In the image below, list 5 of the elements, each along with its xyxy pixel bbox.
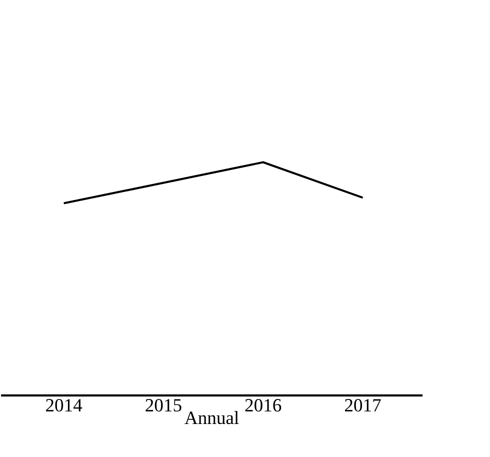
x-axis-title: Annual (184, 411, 239, 424)
x-tick-label: 2017 (345, 399, 381, 412)
x-tick-label: 2016 (245, 399, 282, 412)
x-tick-label: 2015 (146, 399, 182, 412)
x-tick-label: 2014 (46, 399, 82, 412)
